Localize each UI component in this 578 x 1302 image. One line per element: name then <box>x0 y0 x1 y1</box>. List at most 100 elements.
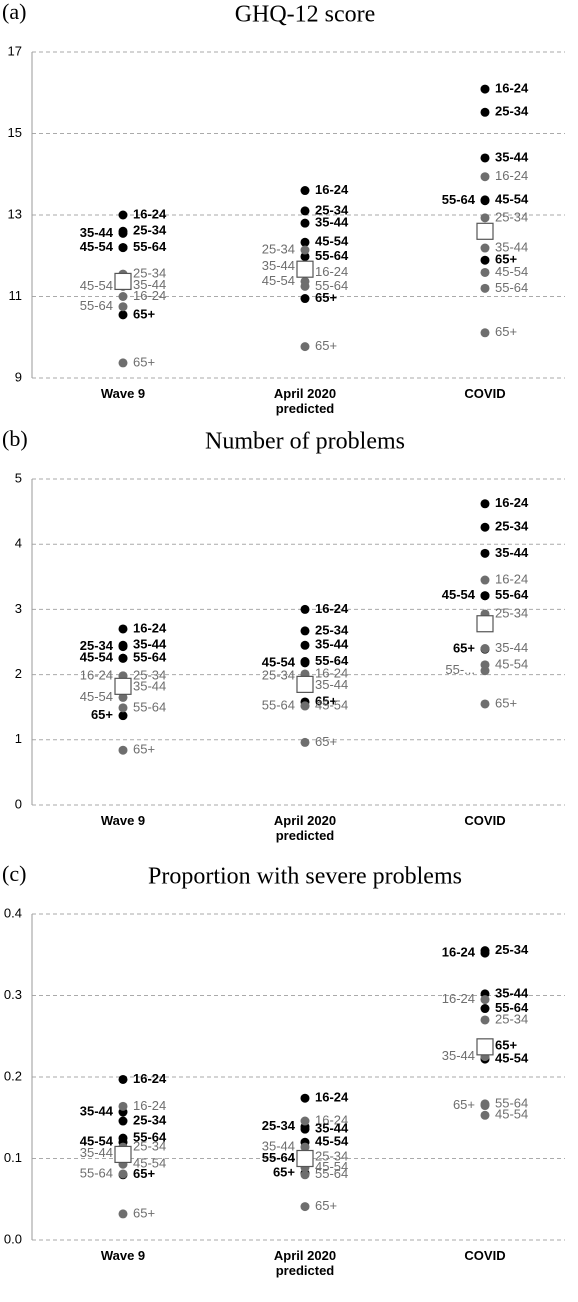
point-label: 55-64 <box>315 248 349 263</box>
x-tick-label: COVID <box>464 386 506 401</box>
y-tick-label: 9 <box>15 369 22 384</box>
point-label: 45-54 <box>80 239 114 254</box>
point-label: 25-34 <box>80 638 114 653</box>
dot <box>300 218 310 228</box>
y-tick-label: 4 <box>15 536 22 551</box>
dot <box>480 328 490 338</box>
dot <box>480 172 490 182</box>
dot <box>480 283 490 293</box>
point-label: 16-24 <box>495 495 529 510</box>
x-tick-label: April 2020 predicted <box>273 813 337 843</box>
point-label: 65+ <box>273 1165 295 1180</box>
dot <box>118 1209 128 1219</box>
dot <box>118 358 128 368</box>
dot <box>300 281 310 291</box>
dot <box>300 626 310 636</box>
dot <box>480 522 490 532</box>
dot <box>480 591 490 601</box>
panel-label: (b) <box>2 426 28 451</box>
point-label: 65+ <box>133 306 155 321</box>
panel-label: (a) <box>2 0 26 24</box>
dot <box>480 267 490 277</box>
point-label: 55-... <box>445 662 475 677</box>
chart-title: Proportion with severe problems <box>148 864 462 890</box>
point-label: 35-44 <box>495 239 528 254</box>
dot <box>300 737 310 747</box>
point-label: 45-54 <box>80 278 113 293</box>
dot <box>118 210 128 220</box>
y-tick-label: 5 <box>15 470 22 485</box>
point-label: 25-34 <box>133 667 166 682</box>
chart-title: GHQ-12 score <box>235 2 376 28</box>
point-label: 65+ <box>495 252 517 267</box>
y-tick-label: 0 <box>15 796 22 811</box>
point-label: 45-54 <box>315 697 348 712</box>
dot <box>300 1093 310 1103</box>
mean-marker <box>296 260 314 278</box>
point-label: 65+ <box>453 641 475 656</box>
point-label: 25-34 <box>133 266 166 281</box>
dot <box>480 995 490 1005</box>
dot <box>118 1116 128 1126</box>
dot <box>118 1074 128 1084</box>
point-label: 65+ <box>453 1097 475 1112</box>
y-tick-label: 3 <box>15 601 22 616</box>
mean-marker <box>296 675 314 693</box>
y-tick-label: 0.3 <box>4 987 22 1002</box>
dot <box>300 252 310 262</box>
point-label: 35-44 <box>80 1145 113 1160</box>
x-tick-label: Wave 9 <box>100 813 146 828</box>
point-label: 35-44 <box>133 678 166 693</box>
dot <box>300 206 310 216</box>
mean-marker <box>476 1038 494 1056</box>
x-tick-label: April 2020 predicted <box>273 1248 337 1278</box>
dot <box>118 243 128 253</box>
point-label: 35-44 <box>315 637 349 652</box>
point-label: 16-24 <box>495 168 528 183</box>
dot <box>480 644 490 654</box>
point-label: 55-64 <box>133 699 166 714</box>
point-label: 35-44 <box>133 637 167 652</box>
y-tick-label: 0.1 <box>4 1150 22 1165</box>
point-label: 35-44 <box>315 677 348 692</box>
point-label: 45-54 <box>262 654 296 669</box>
point-label: 25-34 <box>495 519 529 534</box>
dot <box>300 1142 310 1152</box>
dot <box>480 948 490 958</box>
point-label: 35-44 <box>80 225 114 240</box>
dot <box>300 1202 310 1212</box>
point-label: 16-24 <box>133 1098 166 1113</box>
point-label: 25-34 <box>495 1011 528 1026</box>
dot <box>118 711 128 721</box>
dot <box>300 701 310 711</box>
y-tick-label: 13 <box>8 206 22 221</box>
point-label: 65+ <box>495 695 517 710</box>
y-tick-label: 0.0 <box>4 1231 22 1246</box>
panel-label: (c) <box>2 861 26 886</box>
dot <box>480 499 490 509</box>
point-label: 55-64 <box>315 1166 348 1181</box>
point-label: 35-44 <box>262 1139 295 1154</box>
point-label: 45-54 <box>80 689 113 704</box>
point-label: 35-44 <box>262 258 295 273</box>
point-label: 45-54 <box>80 1134 114 1149</box>
point-label: 35-44 <box>315 1121 349 1136</box>
point-label: 25-34 <box>315 1148 348 1163</box>
point-label: 25-34 <box>495 942 529 957</box>
point-label: 55-64 <box>495 587 529 602</box>
dot <box>118 1169 128 1179</box>
y-tick-label: 2 <box>15 666 22 681</box>
point-label: 16-24 <box>315 1090 349 1105</box>
point-label: 45-54 <box>495 191 529 206</box>
dot <box>480 255 490 265</box>
dot <box>480 548 490 558</box>
dot <box>480 153 490 163</box>
dot <box>118 310 128 320</box>
point-label: 55-64 <box>262 1150 296 1165</box>
point-label: 16-24 <box>133 620 167 635</box>
point-label: 16-24 <box>315 264 348 279</box>
point-label: 45-54 <box>315 1134 349 1149</box>
dot <box>480 213 490 223</box>
